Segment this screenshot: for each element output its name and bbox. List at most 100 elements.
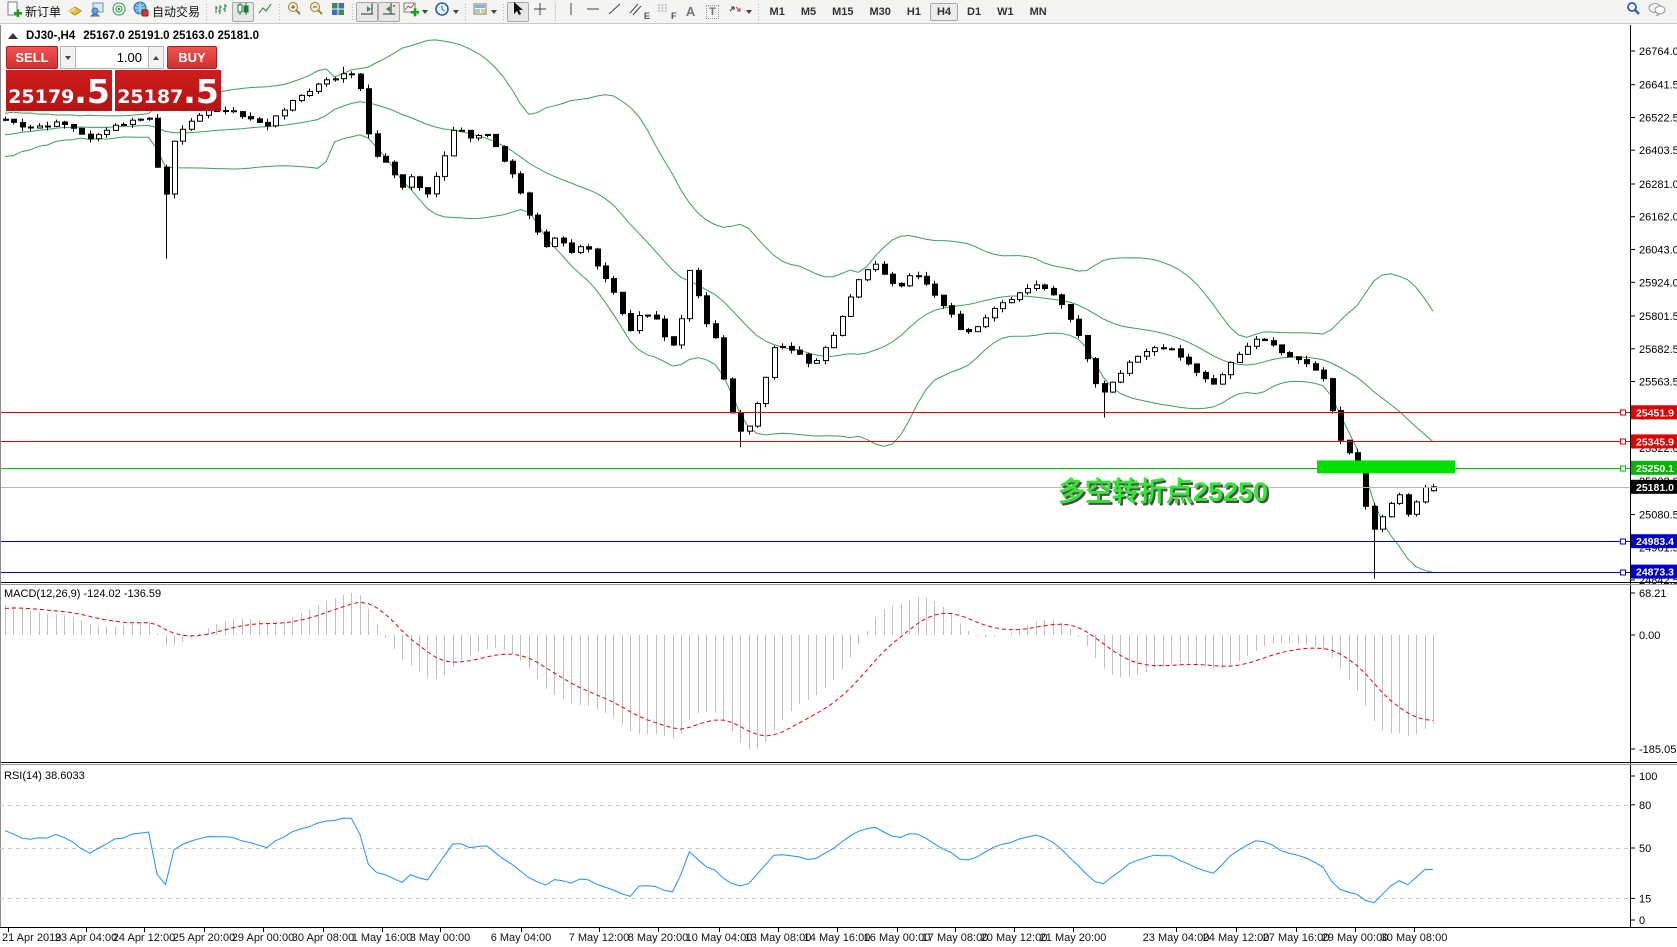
rsi-line	[4, 817, 1434, 904]
timeframe-m15[interactable]: M15	[832, 5, 854, 18]
tile-windows-button[interactable]	[327, 2, 349, 22]
periods-button[interactable]	[431, 2, 462, 22]
text-button[interactable]: A	[680, 2, 702, 22]
buy-price-display[interactable]: 25187 .5	[115, 70, 221, 111]
buy-button[interactable]: BUY	[167, 46, 217, 69]
toolbar-grip	[464, 3, 468, 20]
profile-icon	[89, 1, 105, 22]
periods-caret-icon	[453, 9, 460, 14]
svg-text:21 Apr 2019: 21 Apr 2019	[2, 932, 61, 944]
svg-text:25563.5: 25563.5	[1639, 377, 1677, 389]
horizontal-line-button[interactable]	[582, 2, 604, 22]
timeframe-h1[interactable]: H1	[906, 5, 921, 18]
timeframe-m5[interactable]: M5	[800, 5, 817, 18]
svg-text:0: 0	[1639, 915, 1645, 927]
svg-text:16 May 00:00: 16 May 00:00	[864, 932, 931, 944]
new-order-button[interactable]: 新订单	[3, 1, 64, 22]
bollinger-upper	[4, 39, 1434, 338]
buy-price-main: 25187	[117, 86, 184, 108]
line-chart-icon	[257, 1, 273, 22]
indicators-button[interactable]	[400, 2, 431, 22]
svg-text:29 Apr 00:00: 29 Apr 00:00	[232, 932, 294, 944]
timeframe-d1[interactable]: D1	[967, 5, 982, 18]
svg-text:26522.5: 26522.5	[1639, 113, 1677, 125]
buy-price-frac: .5	[183, 72, 219, 111]
svg-text:20 May 12:00: 20 May 12:00	[981, 932, 1048, 944]
chart-shift-button[interactable]	[378, 1, 401, 22]
profile-button[interactable]	[86, 2, 108, 22]
templates-button[interactable]	[469, 2, 500, 22]
gold-button[interactable]	[64, 2, 86, 22]
macd-label: MACD(12,26,9) -124.02 -136.59	[4, 588, 161, 600]
channel-icon	[629, 1, 643, 22]
zoom-out-button[interactable]	[305, 2, 327, 22]
timeframe-w1[interactable]: W1	[997, 5, 1014, 18]
crosshair-icon	[532, 1, 548, 22]
timeframe-m30[interactable]: M30	[869, 5, 891, 18]
macd-panel[interactable]: MACD(12,26,9) -124.02 -136.59 68.21 0.00 -1…	[4, 588, 1676, 756]
volume-up-button[interactable]	[148, 46, 164, 69]
signal-button[interactable]	[108, 2, 130, 22]
chart-symbol-title: DJ30-,H4	[26, 30, 76, 42]
bar-chart-button[interactable]	[210, 2, 232, 22]
channel-letter: E	[644, 10, 651, 21]
tile-windows-icon	[330, 1, 346, 22]
svg-text:15: 15	[1639, 893, 1651, 905]
volume-down-button[interactable]	[60, 46, 76, 69]
bollinger-middle	[4, 101, 1434, 443]
svg-text:24 May 12:00: 24 May 12:00	[1203, 932, 1270, 944]
svg-text:8 May 20:00: 8 May 20:00	[628, 932, 689, 944]
svg-text:3 May 00:00: 3 May 00:00	[410, 932, 471, 944]
svg-text:25181.0: 25181.0	[1636, 482, 1674, 494]
svg-text:25451.9: 25451.9	[1636, 407, 1674, 419]
price-axis[interactable]: 26764.0 26641.5 26522.5 26403.5 26281.0 26162…	[1630, 25, 1677, 927]
main-toolbar: 新订单 自动交易	[0, 0, 1677, 24]
chat-button[interactable]	[1644, 2, 1670, 22]
indicators-caret-icon	[422, 9, 429, 14]
svg-text:7 May 12:00: 7 May 12:00	[569, 932, 630, 944]
timeframe-m1[interactable]: M1	[769, 5, 785, 18]
sell-price-display[interactable]: 25179 .5	[6, 70, 112, 111]
auto-scroll-button[interactable]	[356, 1, 379, 22]
horizontal-line-icon	[585, 1, 601, 22]
toolbar-separator	[555, 2, 557, 21]
crosshair-button[interactable]	[529, 2, 551, 22]
svg-text:1 May 16:00: 1 May 16:00	[352, 932, 413, 944]
zoom-in-button[interactable]	[283, 2, 305, 22]
toolbar-grip	[205, 3, 209, 20]
bollinger-lower	[4, 134, 1434, 573]
shapes-button[interactable]	[724, 2, 755, 22]
price-tags: 25451.9 25345.9 25250.1 24983.4 24873.3 25181…	[1631, 405, 1677, 579]
label-button[interactable]: T	[702, 2, 724, 22]
svg-text:25682.5: 25682.5	[1639, 344, 1677, 356]
svg-text:10 May 04:00: 10 May 04:00	[686, 932, 753, 944]
svg-text:26641.5: 26641.5	[1639, 80, 1677, 92]
cursor-button[interactable]	[507, 1, 530, 22]
templates-icon	[472, 1, 488, 22]
svg-text:24 Apr 12:00: 24 Apr 12:00	[113, 932, 175, 944]
chart-title-row: DJ30-,H4 25167.0 25191.0 25163.0 25181.0	[8, 30, 259, 42]
volume-input[interactable]: 1.00	[76, 46, 148, 69]
fibonacci-button[interactable]: F	[653, 2, 680, 22]
vertical-line-button[interactable]	[560, 2, 582, 22]
highlight-rect[interactable]	[1317, 460, 1455, 474]
toolbar-right-group	[1622, 2, 1670, 22]
rsi-panel[interactable]: RSI(14) 38.6033 100 80 50 15 0	[0, 770, 1657, 927]
line-chart-button[interactable]	[254, 2, 276, 22]
sell-button[interactable]: SELL	[6, 46, 58, 69]
collapse-chart-icon[interactable]	[8, 33, 18, 39]
search-button[interactable]	[1622, 2, 1644, 22]
candlestick-button[interactable]	[232, 1, 255, 22]
trendline-icon	[607, 1, 623, 22]
channel-button[interactable]: E	[626, 2, 653, 22]
svg-text:21 May 20:00: 21 May 20:00	[1040, 932, 1107, 944]
zoom-in-icon	[286, 1, 302, 22]
timeframe-mn[interactable]: MN	[1029, 5, 1047, 18]
indicators-icon	[403, 1, 420, 22]
trendline-button[interactable]	[604, 2, 626, 22]
bollinger-bands	[4, 39, 1434, 573]
timeframe-h4[interactable]: H4	[929, 2, 959, 21]
auto-trading-button[interactable]: 自动交易	[130, 1, 203, 22]
